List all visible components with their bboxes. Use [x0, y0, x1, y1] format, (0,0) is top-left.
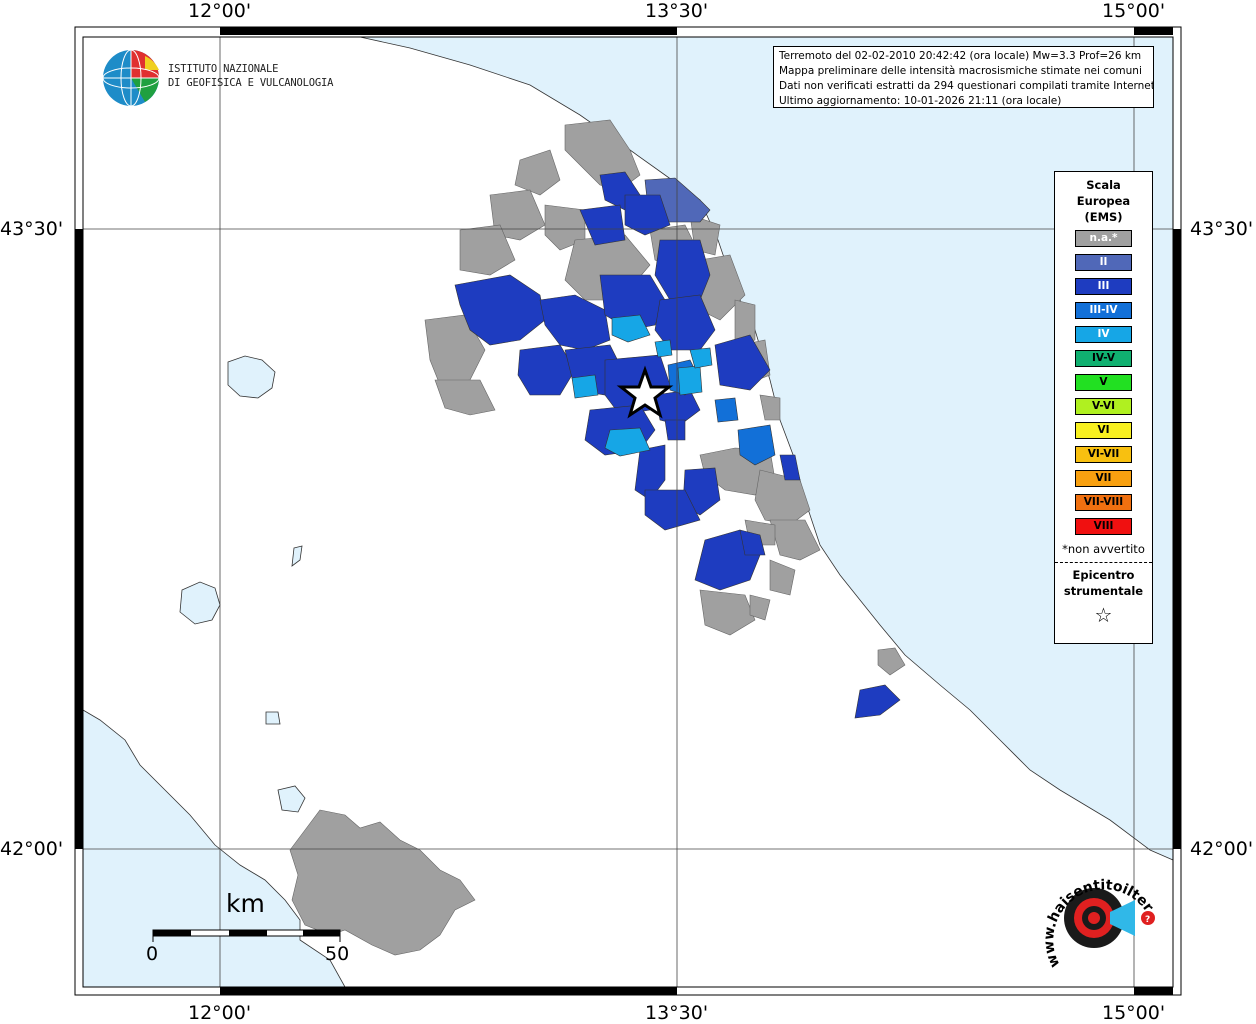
info-line-4: Ultimo aggiornamento: 10-01-2026 21:11 (… [779, 95, 1062, 107]
scale-bar [152, 929, 341, 942]
lon-label-bottom-2: 13°30' [645, 1002, 709, 1024]
lat-label-right-1: 43°30' [1190, 218, 1254, 240]
lake-small-2 [265, 711, 281, 725]
ingv-logo-text: ISTITUTO NAZIONALE DI GEOFISICA E VULCAN… [168, 62, 333, 90]
tyrrhenian-sea [82, 709, 346, 988]
legend-item-n-a: n.a.* [1075, 230, 1132, 247]
legend-item-vi: VI [1075, 422, 1132, 439]
lat-label-left-1: 43°30' [0, 218, 64, 240]
legend-item-iii: III [1075, 278, 1132, 295]
earthquake-info-box: Terremoto del 02-02-2010 20:42:42 (ora l… [773, 46, 1154, 108]
legend-item-vii-viii: VII-VIII [1075, 494, 1132, 511]
legend-title-line1: Scala [1086, 178, 1121, 192]
region-iv [571, 314, 713, 457]
svg-text:?: ? [1145, 915, 1150, 925]
lake-trasimeno [227, 355, 276, 399]
ingv-logo-line2: DI GEOFISICA E VULCANOLOGIA [168, 77, 334, 89]
svg-text:www.haisentitoilterremoto.it: www.haisentitoilterremoto.it [1030, 855, 1156, 970]
legend-item-iv-v: IV-V [1075, 350, 1132, 367]
legend-item-ii: II [1075, 254, 1132, 271]
lat-label-left-2: 42°00' [0, 838, 64, 860]
epicenter-star [616, 365, 674, 419]
info-line-2: Mappa preliminare delle intensità macros… [779, 65, 1142, 77]
lon-label-top-3: 15°00' [1102, 0, 1166, 22]
map-area [82, 36, 1174, 988]
map-frame [74, 26, 1182, 996]
legend-note: *non avvertito [1062, 542, 1145, 556]
lat-label-right-2: 42°00' [1190, 838, 1254, 860]
info-line-1: Terremoto del 02-02-2010 20:42:42 (ora l… [779, 50, 1142, 62]
legend-epicenter-line2: strumentale [1063, 584, 1144, 598]
scale-unit-label: km [226, 889, 265, 918]
legend-epicenter-label: Epicentro strumentale [1055, 567, 1152, 599]
legend-epicenter-line1: Epicentro [1072, 568, 1135, 582]
legend-item-iii-iv: III-IV [1075, 302, 1132, 319]
lon-label-bottom-3: 15°00' [1102, 1002, 1166, 1024]
region-rome [289, 809, 476, 956]
legend-title: Scala Europea (EMS) [1055, 177, 1152, 225]
ingv-logo-globe [102, 49, 160, 107]
scale-max-label: 50 [325, 943, 350, 965]
scale-min-label: 0 [146, 943, 159, 965]
legend-separator [1055, 562, 1152, 563]
region-na [424, 119, 906, 676]
haisentito-watermark: www.haisentitoilterremoto.it [1030, 855, 1156, 970]
legend-item-v-vi: V-VI [1075, 398, 1132, 415]
region-iii [454, 171, 901, 719]
legend-star-icon: ☆ [1094, 603, 1113, 627]
lon-label-bottom-1: 12°00' [188, 1002, 252, 1024]
legend-items: n.a.* II III III-IV IV IV-V V V-VI VI VI-VII VII VI… [1055, 230, 1152, 535]
legend-item-v: V [1075, 374, 1132, 391]
info-line-3: Dati non verificati estratti da 294 ques… [779, 80, 1154, 92]
legend-item-vii: VII [1075, 470, 1132, 487]
legend-item-vi-vii: VI-VII [1075, 446, 1132, 463]
ems-legend: Scala Europea (EMS) n.a.* II III III-IV IV IV… [1054, 171, 1153, 644]
lon-label-top-1: 12°00' [188, 0, 252, 22]
ingv-logo: ISTITUTO NAZIONALE DI GEOFISICA E VULCAN… [100, 48, 333, 110]
legend-title-line2: Europea [1076, 194, 1131, 208]
lake-bracciano [277, 785, 306, 813]
watermark-text: www.haisentitoilterremoto.it [1030, 855, 1156, 970]
legend-title-line3: (EMS) [1084, 210, 1123, 224]
haisentito-logo: ? [1060, 880, 1155, 956]
lake-bolsena [179, 581, 221, 625]
legend-item-iv: IV [1075, 326, 1132, 343]
lon-label-top-2: 13°30' [645, 0, 709, 22]
ingv-logo-line1: ISTITUTO NAZIONALE [168, 63, 279, 75]
lake-small-1 [291, 545, 303, 567]
legend-item-viii: VIII [1075, 518, 1132, 535]
